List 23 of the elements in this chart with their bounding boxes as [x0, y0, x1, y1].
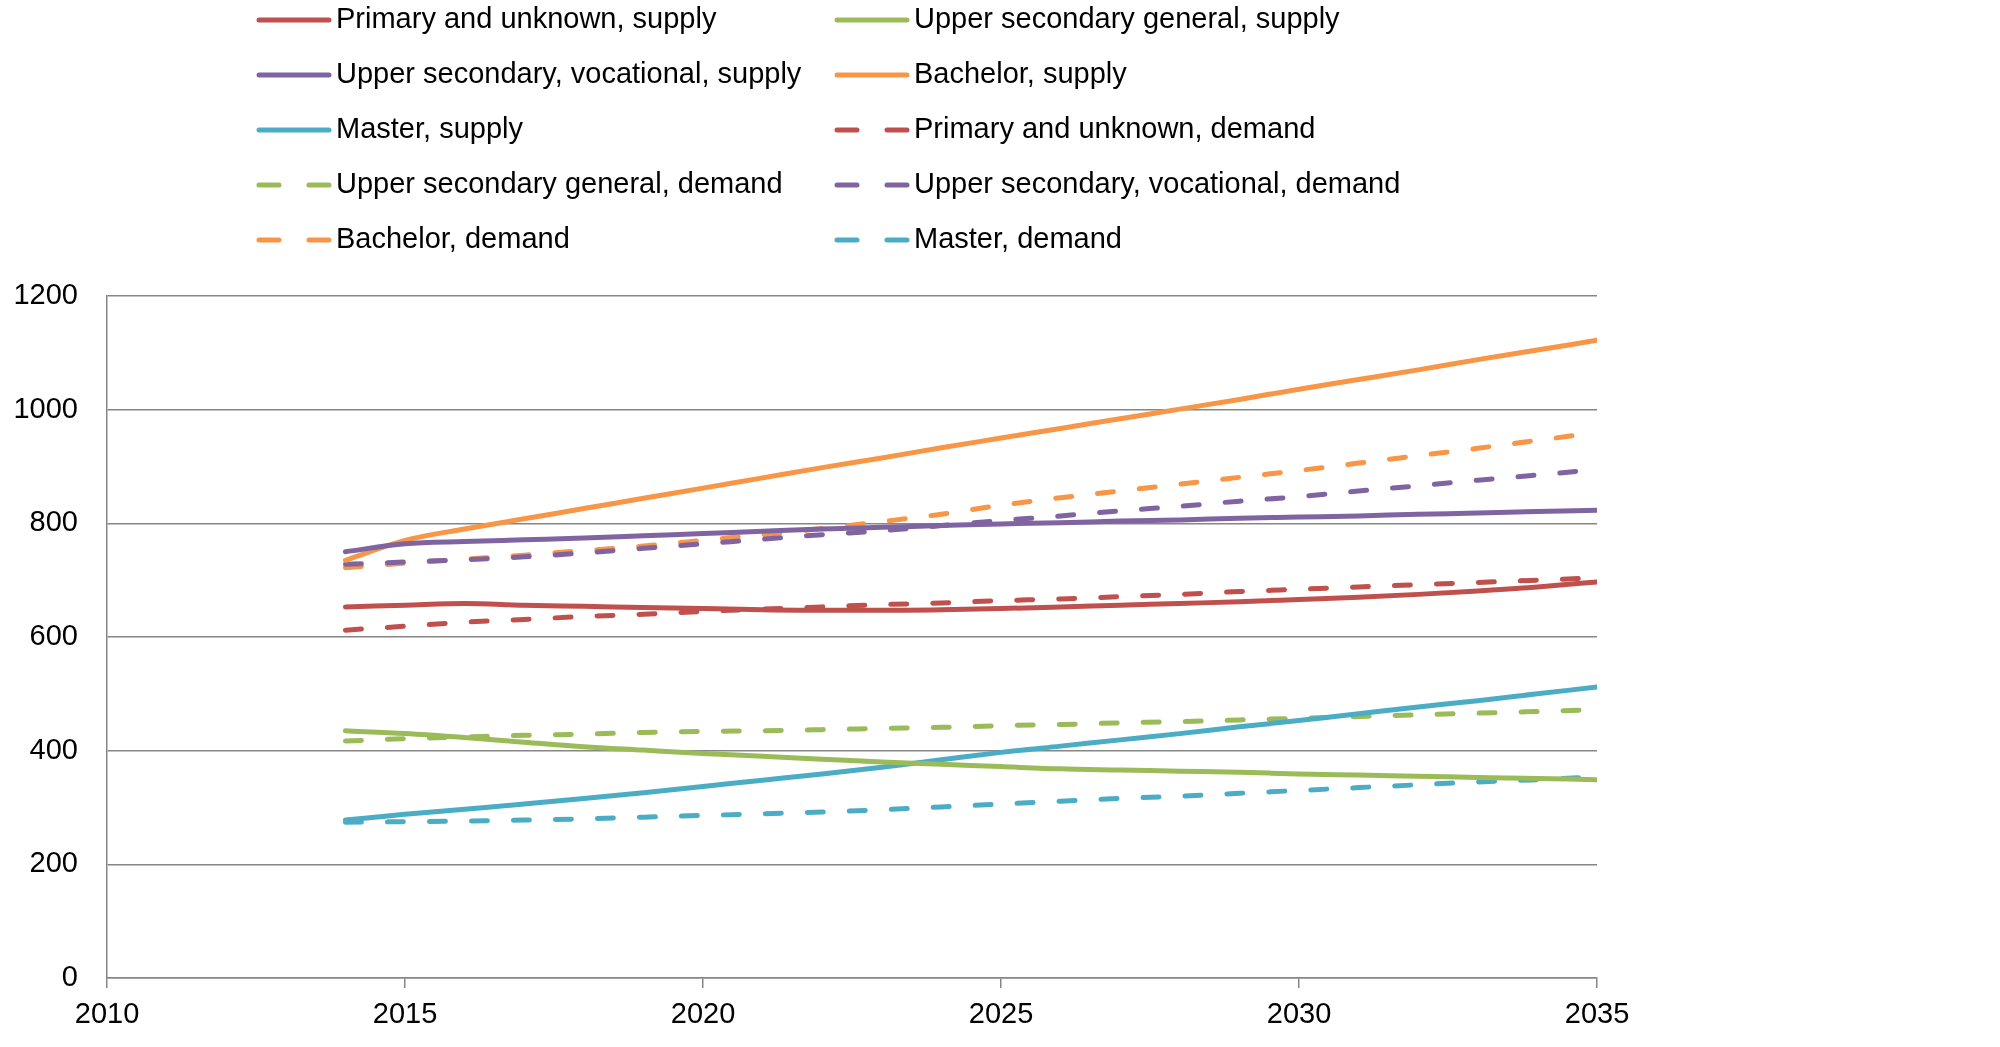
- y-tick-label: 800: [29, 505, 78, 538]
- y-tick-label: 1000: [13, 391, 78, 424]
- legend-label: Master, demand: [914, 222, 1122, 254]
- y-tick-label: 0: [61, 960, 78, 992]
- x-tick-label: 2015: [372, 997, 438, 1030]
- x-tick-label: 2035: [1564, 997, 1630, 1030]
- legend-label: Bachelor, supply: [914, 57, 1128, 89]
- x-tick-label: 2030: [1266, 997, 1332, 1030]
- legend-label: Upper secondary, vocational, demand: [914, 167, 1401, 199]
- legend-label: Master, supply: [336, 112, 524, 144]
- legend-label: Upper secondary general, supply: [914, 2, 1341, 34]
- legend-label: Upper secondary, vocational, supply: [336, 57, 802, 89]
- y-tick-label: 400: [29, 732, 78, 765]
- y-tick-label: 600: [29, 619, 78, 651]
- legend-label: Primary and unknown, supply: [336, 2, 717, 34]
- y-tick-label: 1200: [13, 278, 78, 310]
- legend-label: Bachelor, demand: [336, 222, 570, 254]
- y-tick-label: 200: [29, 846, 78, 879]
- x-tick-label: 2025: [968, 997, 1034, 1030]
- x-tick-label: 2010: [74, 997, 140, 1030]
- legend-label: Upper secondary general, demand: [336, 167, 783, 199]
- legend-label: Primary and unknown, demand: [914, 112, 1316, 144]
- x-tick-label: 2020: [670, 997, 736, 1030]
